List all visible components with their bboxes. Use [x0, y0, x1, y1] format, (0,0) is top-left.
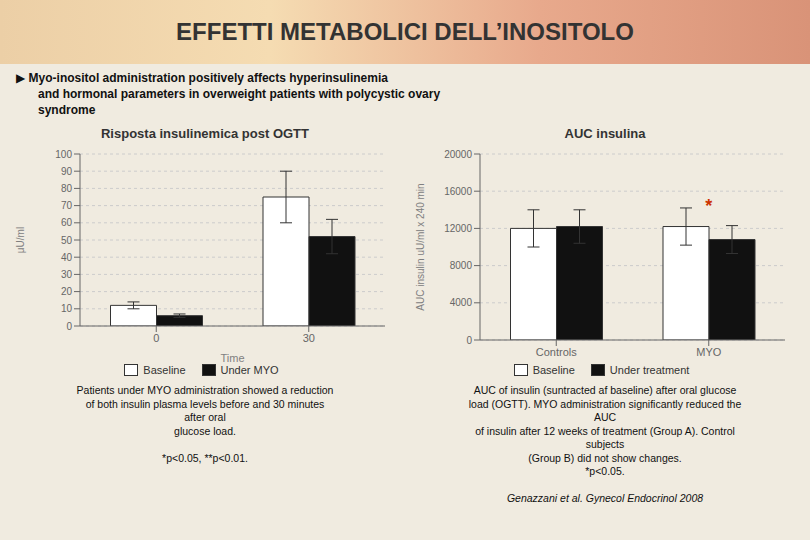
svg-text:AUC insulin uU/ml x 240 min: AUC insulin uU/ml x 240 min [415, 183, 426, 310]
html-text:AUC of insulin (suntracted af: AUC of insulin (suntracted af baseline) … [468, 384, 742, 477]
svg-text:MYO: MYO [696, 346, 722, 358]
html-text:AUC insulina: AUC insulina [564, 126, 646, 141]
svg-text:70: 70 [61, 200, 73, 211]
svg-text:30: 30 [61, 269, 73, 280]
html-text:Baseline: Baseline [532, 364, 575, 376]
svg-text:4000: 4000 [450, 297, 473, 308]
svg-text:50: 50 [61, 235, 73, 246]
svg-text:100: 100 [55, 149, 72, 160]
svg-text:16000: 16000 [444, 186, 472, 197]
svg-text:60: 60 [61, 217, 73, 228]
svg-text:12000: 12000 [444, 223, 472, 234]
svg-text:*: * [705, 196, 712, 216]
svg-text:Time: Time [220, 352, 244, 364]
svg-text:0: 0 [466, 335, 472, 346]
svg-text:80: 80 [61, 183, 73, 194]
svg-text:Controls: Controls [536, 346, 577, 358]
html-text:Risposta insulinemica post OGT: Risposta insulinemica post OGTT [101, 126, 309, 141]
html-text:syndrome: syndrome [38, 103, 96, 117]
html-text:Patients under MYO administrat: Patients under MYO administration showed… [76, 384, 334, 464]
html-text:Under MYO: Under MYO [220, 364, 279, 376]
svg-text:40: 40 [61, 252, 73, 263]
html-text:Genazzani et al. Gynecol Endoc: Genazzani et al. Gynecol Endocrinol 2008 [506, 491, 704, 504]
svg-text:8000: 8000 [450, 260, 473, 271]
html-text:Baseline: Baseline [143, 364, 186, 376]
svg-text:0: 0 [153, 332, 159, 344]
html-text:and hormonal parameters in ove: and hormonal parameters in overweight pa… [38, 87, 441, 101]
svg-text:0: 0 [66, 321, 72, 332]
svg-text:20000: 20000 [444, 149, 472, 160]
svg-text:10: 10 [61, 303, 73, 314]
svg-text:20: 20 [61, 286, 73, 297]
html-text:Under treatment: Under treatment [609, 364, 690, 376]
svg-text:30: 30 [303, 332, 315, 344]
svg-text:μU/ml: μU/ml [15, 227, 26, 253]
html-text:▶ Myo-inositol administration: ▶ Myo-inositol administration positively… [16, 71, 388, 85]
html-text:EFFETTI METABOLICI DELL’INOSIT: EFFETTI METABOLICI DELL’INOSITOLO [176, 18, 634, 45]
svg-text:90: 90 [61, 166, 73, 177]
